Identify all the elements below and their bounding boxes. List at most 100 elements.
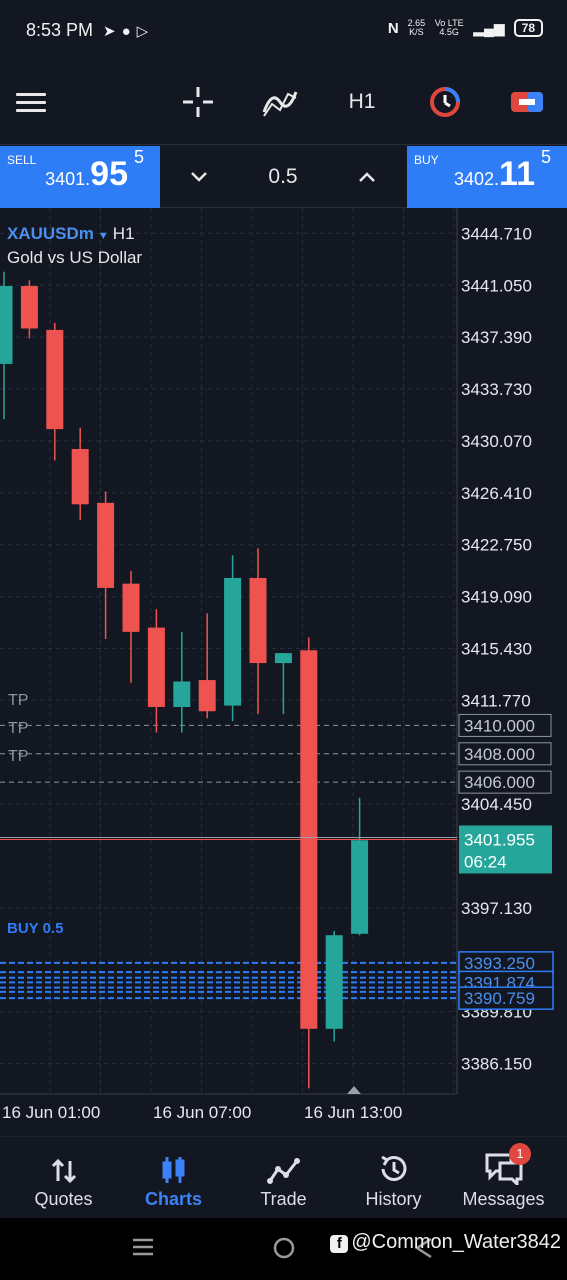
scroll-marker-icon[interactable] xyxy=(347,1086,361,1094)
price-axis-label: 3433.730 xyxy=(461,380,532,399)
status-right: N 2.65 K/S Vo LTE 4.5G ▂▄▆ 78 xyxy=(388,19,543,37)
candle-body[interactable] xyxy=(325,935,343,1029)
candle-body[interactable] xyxy=(0,285,13,364)
bottom-navigation: Quotes Charts Trade History 1 Messages xyxy=(0,1136,567,1218)
tp-price-label: 3408.000 xyxy=(464,745,535,764)
buy-price-prefix: 3402. xyxy=(454,169,500,189)
net-speed: 2.65 K/S xyxy=(408,19,426,37)
price-axis-label: 3415.430 xyxy=(461,639,532,658)
tp-label-1: TP xyxy=(8,692,29,709)
tp-price-box xyxy=(458,713,552,737)
chart-timeframe: H1 xyxy=(112,224,135,243)
time-axis-label: 16 Jun 07:00 xyxy=(153,1103,251,1122)
symbol-header[interactable]: XAUUSDm ▼ H1 xyxy=(7,224,135,244)
price-chart[interactable]: 3444.710 3441.050 3437.390 3433.730 3430.070… xyxy=(0,208,567,1136)
sell-button[interactable]: SELL 3401.95 5 xyxy=(0,146,160,208)
watermark-text: @Common_Water3842 xyxy=(351,1231,561,1253)
battery-indicator: 78 xyxy=(513,19,543,37)
symbol-dropdown-icon[interactable]: ▼ xyxy=(97,230,109,242)
timeframe-button[interactable]: H1 xyxy=(348,90,376,113)
trade-icon xyxy=(227,1137,340,1185)
candle-body[interactable] xyxy=(224,577,242,706)
candle-body[interactable] xyxy=(198,680,216,712)
menu-icon[interactable] xyxy=(16,82,46,122)
home-icon[interactable] xyxy=(273,1237,295,1264)
watermark: f @Common_Water3842 xyxy=(330,1231,561,1254)
time-axis-label: 16 Jun 01:00 xyxy=(2,1103,100,1122)
buy-price-big: 11 xyxy=(499,155,535,193)
current-price-label: 3401.955 xyxy=(464,830,535,849)
lot-decrease-icon[interactable] xyxy=(190,165,208,189)
lot-control: 0.5 xyxy=(160,146,406,208)
order-price-box xyxy=(458,986,554,1010)
candle-body[interactable] xyxy=(122,583,140,632)
candle-body[interactable] xyxy=(173,681,191,707)
exness-icon: ● xyxy=(121,23,137,40)
candle-body[interactable] xyxy=(274,653,292,664)
nfc-icon: N xyxy=(387,19,399,37)
sell-price: 3401.95 5 xyxy=(45,147,144,194)
status-bar: 8:53 PM ➤●▷ N 2.65 K/S Vo LTE 4.5G ▂▄▆ 78 xyxy=(0,0,567,62)
price-axis-label: 3422.750 xyxy=(461,536,532,555)
nav-messages[interactable]: 1 Messages xyxy=(447,1137,560,1219)
nav-trade-label: Trade xyxy=(260,1189,307,1209)
candle-body[interactable] xyxy=(71,448,89,505)
nav-quotes-label: Quotes xyxy=(34,1189,93,1209)
one-click-trade-bar: SELL 3401.95 5 0.5 BUY 3402.11 5 xyxy=(0,144,567,208)
candle-body[interactable] xyxy=(20,285,38,329)
history-icon xyxy=(337,1137,450,1185)
lot-size-value[interactable]: 0.5 xyxy=(268,165,298,188)
network-type: Vo LTE 4.5G xyxy=(434,18,464,37)
system-navigation-bar: f @Common_Water3842 xyxy=(0,1218,567,1280)
chart-type-icon[interactable] xyxy=(510,82,544,122)
nav-messages-label: Messages xyxy=(462,1189,545,1209)
price-axis-label: 3411.770 xyxy=(461,691,531,710)
time-icon[interactable] xyxy=(428,82,462,122)
sell-price-prefix: 3401. xyxy=(45,169,91,189)
price-axis-label: 3437.390 xyxy=(461,328,532,347)
tp-label-2: TP xyxy=(8,720,29,737)
signal-icon: ▂▄▆ xyxy=(473,19,505,36)
buy-button[interactable]: BUY 3402.11 5 xyxy=(407,146,567,208)
buy-label: BUY xyxy=(414,153,439,167)
tp-price-label: 3410.000 xyxy=(464,716,535,735)
price-axis-label: 3426.410 xyxy=(461,484,532,503)
nav-quotes[interactable]: Quotes xyxy=(7,1137,120,1219)
candle-body[interactable] xyxy=(97,502,115,588)
symbol-description: Gold vs US Dollar xyxy=(7,248,143,267)
candle-body[interactable] xyxy=(46,329,64,430)
nav-history[interactable]: History xyxy=(337,1137,450,1219)
tp-price-label: 3406.000 xyxy=(464,773,535,792)
status-time: 8:53 PM xyxy=(26,20,94,40)
nav-charts[interactable]: Charts xyxy=(117,1137,230,1219)
buy-price-sup: 5 xyxy=(540,147,551,167)
price-axis-label: 3397.130 xyxy=(461,899,532,918)
candle-body[interactable] xyxy=(147,627,165,707)
order-price-label: 3390.759 xyxy=(464,989,535,1008)
candle-countdown: 06:24 xyxy=(464,852,507,871)
nav-trade[interactable]: Trade xyxy=(227,1137,340,1219)
time-axis-label: 16 Jun 13:00 xyxy=(304,1103,402,1122)
candle-body[interactable] xyxy=(249,577,267,664)
buy-position-tag[interactable]: BUY 0.5 xyxy=(7,920,64,937)
net-speed-unit: K/S xyxy=(409,27,424,37)
sell-price-big: 95 xyxy=(90,155,128,193)
crosshair-icon[interactable] xyxy=(180,82,216,122)
play-icon: ▷ xyxy=(136,23,155,40)
messages-badge: 1 xyxy=(509,1143,531,1165)
symbol-name[interactable]: XAUUSDm xyxy=(7,224,94,243)
indicators-icon[interactable] xyxy=(262,82,298,122)
back-icon[interactable] xyxy=(414,1237,434,1264)
price-axis-label: 3404.450 xyxy=(461,795,532,814)
candle-body[interactable] xyxy=(351,840,369,934)
lot-increase-icon[interactable] xyxy=(358,165,376,189)
price-axis-label: 3386.150 xyxy=(461,1055,532,1074)
sell-price-sup: 5 xyxy=(133,147,144,167)
recents-icon[interactable] xyxy=(132,1236,154,1263)
buy-price: 3402.11 5 xyxy=(454,147,551,194)
quotes-icon xyxy=(7,1137,120,1185)
price-axis-label: 3444.710 xyxy=(461,224,532,243)
telegram-icon: ➤ xyxy=(103,23,122,40)
messages-icon xyxy=(447,1137,560,1185)
chart-canvas[interactable]: 3444.710 3441.050 3437.390 3433.730 3430.070… xyxy=(0,208,567,1136)
